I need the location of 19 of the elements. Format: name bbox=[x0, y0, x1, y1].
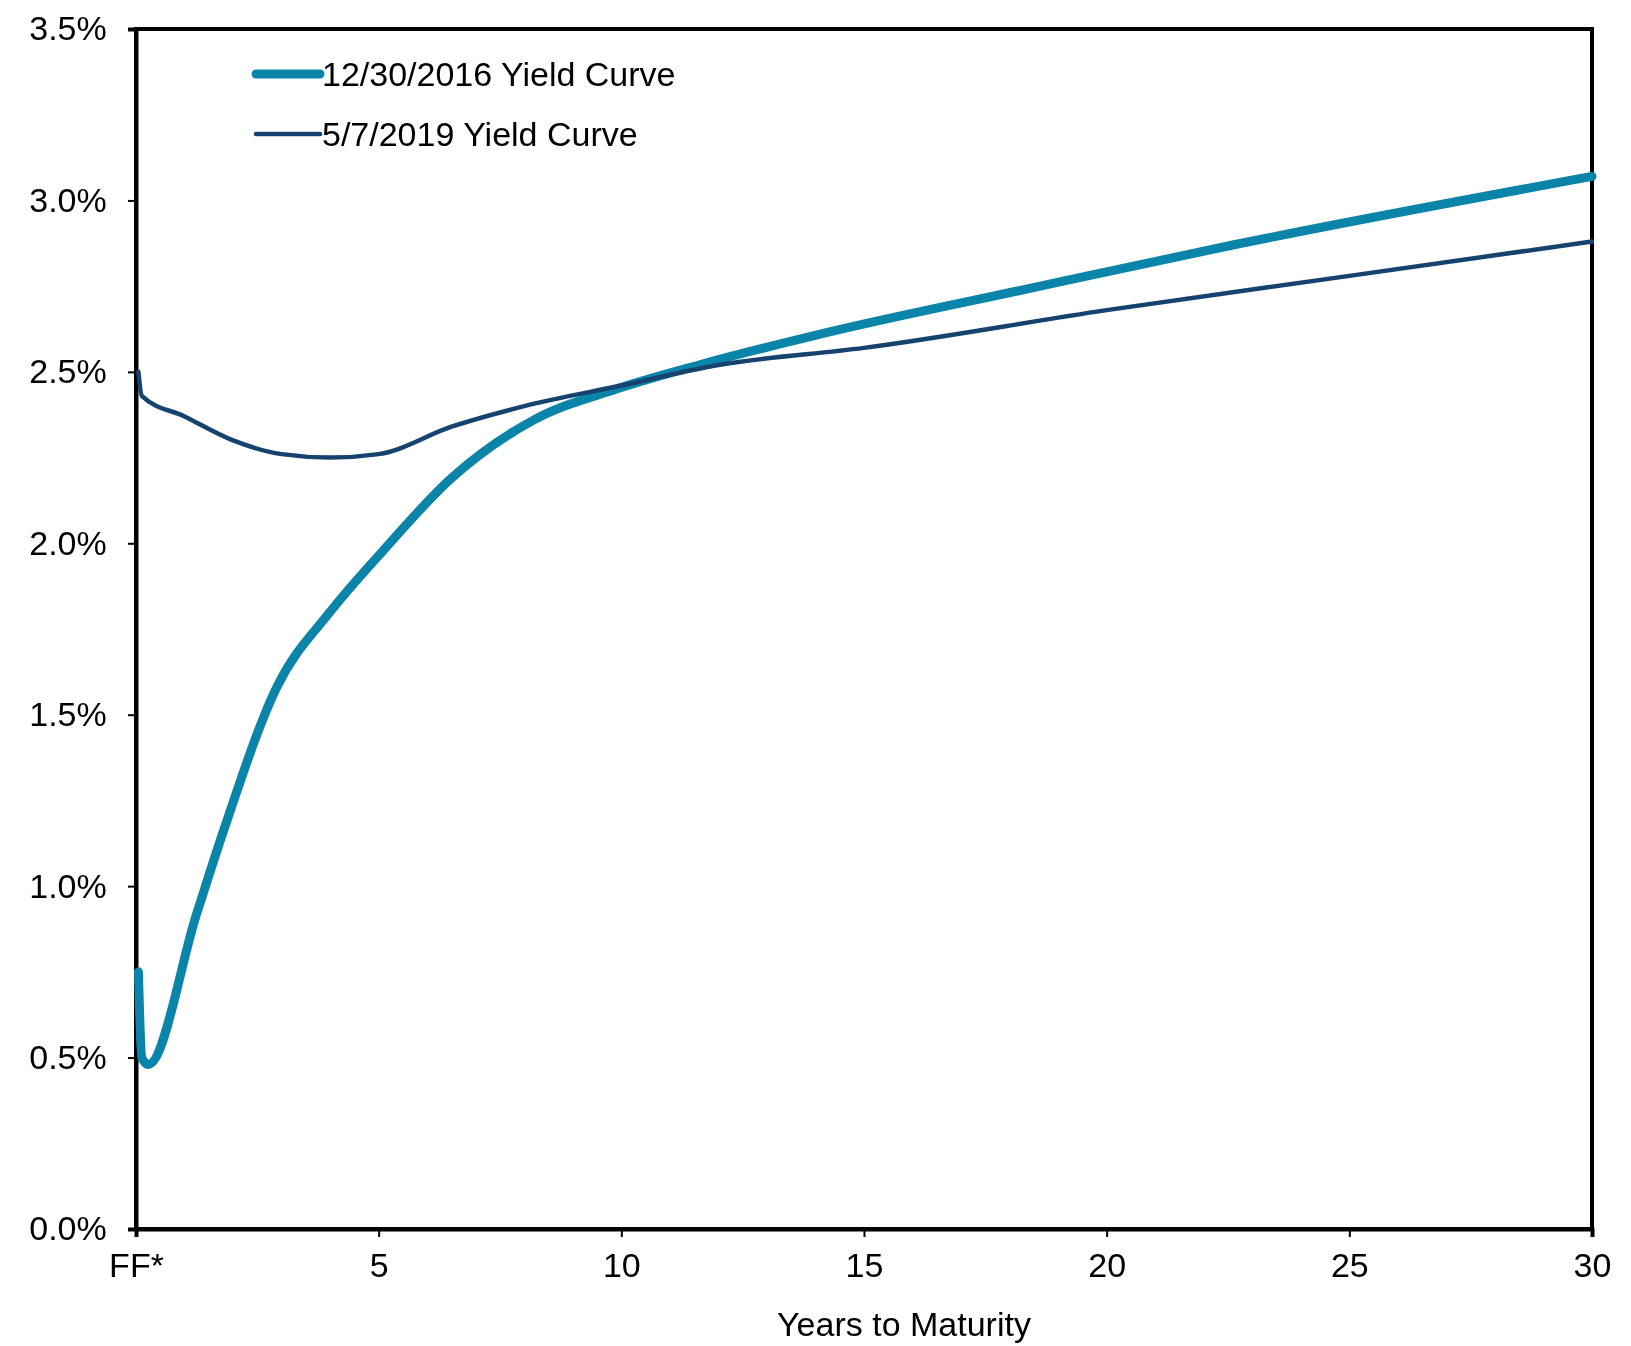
y-tick-label: 2.5% bbox=[29, 352, 107, 391]
x-tick-label: 30 bbox=[1573, 1246, 1612, 1285]
y-tick-label: 2.0% bbox=[29, 523, 107, 562]
y-tick-label: 0.0% bbox=[29, 1209, 107, 1248]
x-tick-label: FF* bbox=[109, 1246, 164, 1285]
y-tick-label: 3.5% bbox=[29, 9, 107, 48]
y-tick-label: 1.5% bbox=[29, 695, 107, 734]
y-tick-label: 1.0% bbox=[29, 866, 107, 905]
x-axis-title: Years to Maturity bbox=[777, 1305, 1031, 1343]
line-series bbox=[136, 239, 1595, 460]
y-tick-label: 0.5% bbox=[29, 1037, 107, 1076]
x-tick-label: 5 bbox=[369, 1246, 389, 1285]
y-tick-label: 3.0% bbox=[29, 180, 107, 219]
x-tick-label: 20 bbox=[1088, 1246, 1127, 1285]
x-tick-label: 25 bbox=[1330, 1246, 1369, 1285]
x-tick-label: 10 bbox=[602, 1246, 641, 1285]
legend-label: 5/7/2019 Yield Curve bbox=[322, 115, 638, 153]
x-tick-label: 15 bbox=[845, 1246, 884, 1285]
legend-label: 12/30/2016 Yield Curve bbox=[322, 55, 676, 93]
